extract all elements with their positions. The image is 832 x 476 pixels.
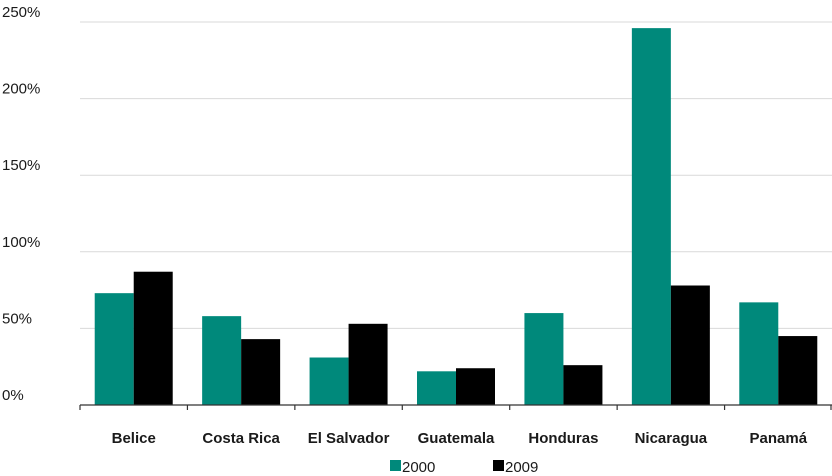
bar-2000-el-salvador [309, 357, 349, 405]
y-tick-label: 250% [2, 4, 40, 21]
y-tick-label: 200% [2, 81, 40, 98]
bar-2000-belice [94, 293, 134, 405]
bar-2009-belice [133, 271, 173, 405]
bar-2009-el-salvador [348, 323, 388, 405]
bar-2000-guatemala [417, 371, 456, 405]
bar-2009-honduras [563, 365, 603, 405]
category-label: Belice [112, 430, 156, 447]
y-axis-tick-labels: 0% 50% 100% 150% 200% 250% [2, 4, 40, 404]
x-axis [79, 404, 832, 410]
y-tick-label: 100% [2, 234, 40, 251]
category-label: El Salvador [308, 430, 390, 447]
bar-2000-panamá [739, 302, 779, 405]
category-label: Nicaragua [635, 430, 708, 447]
bar-2000-nicaragua [631, 28, 671, 406]
category-label: Costa Rica [202, 430, 280, 447]
legend-swatch-2009 [493, 460, 504, 471]
y-tick-label: 0% [2, 387, 24, 404]
bar-2009-guatemala [456, 368, 495, 405]
y-tick-label: 50% [2, 310, 32, 327]
legend-swatch-2000 [390, 460, 401, 471]
category-label: Guatemala [418, 430, 495, 447]
category-label: Panamá [750, 430, 808, 447]
bar-2009-nicaragua [670, 285, 710, 405]
legend-label-2000: 2000 [402, 459, 435, 476]
bar-2009-costa-rica [241, 339, 281, 405]
bar-2000-honduras [524, 313, 564, 405]
category-label: Honduras [528, 430, 598, 447]
gridlines [80, 21, 832, 329]
legend-label-2009: 2009 [505, 459, 538, 476]
bar-2009-panamá [778, 336, 818, 405]
legend: 2000 2009 [390, 459, 538, 476]
y-tick-label: 150% [2, 157, 40, 174]
bar-2000-costa-rica [202, 316, 242, 405]
bars [94, 28, 818, 406]
x-axis-category-labels: Belice Costa Rica El Salvador Guatemala Hond… [112, 430, 808, 447]
